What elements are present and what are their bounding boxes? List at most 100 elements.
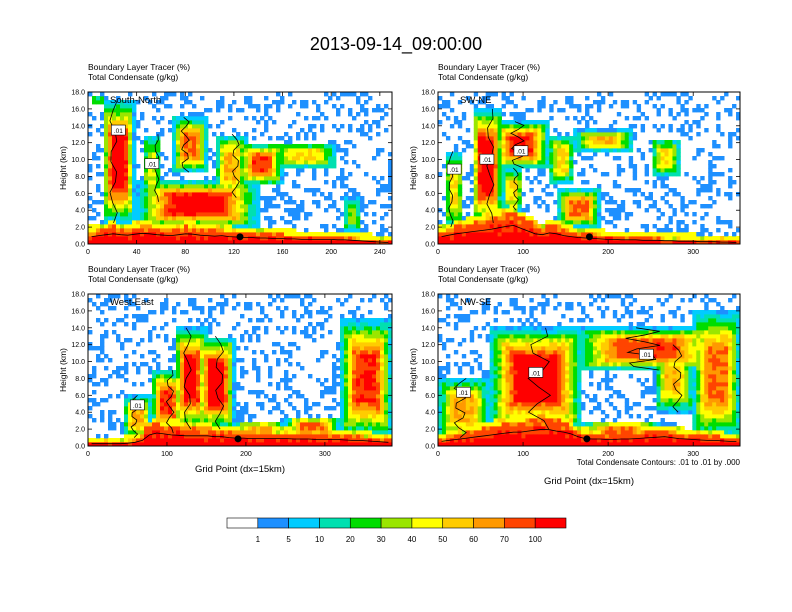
tracer-cell bbox=[240, 172, 245, 177]
tracer-cell bbox=[445, 152, 451, 157]
tracer-cell bbox=[200, 128, 205, 133]
x-tick-label: 0 bbox=[86, 249, 90, 256]
tracer-cell bbox=[232, 176, 237, 181]
tracer-cell bbox=[172, 128, 177, 133]
tracer-cell bbox=[244, 370, 249, 375]
tracer-cell bbox=[188, 334, 193, 339]
tracer-cell bbox=[565, 216, 570, 221]
tracer-cell bbox=[180, 180, 185, 185]
tracer-cell bbox=[164, 92, 169, 97]
tracer-cell bbox=[296, 418, 301, 423]
tracer-cell bbox=[240, 140, 245, 145]
tracer-cell bbox=[328, 434, 333, 439]
tracer-cell bbox=[88, 224, 93, 229]
tracer-cell bbox=[96, 354, 101, 359]
tracer-cell bbox=[465, 216, 471, 221]
tracer-cell bbox=[340, 240, 345, 245]
tracer-cell bbox=[704, 184, 709, 189]
tracer-cell bbox=[188, 342, 193, 347]
tracer-cell bbox=[92, 398, 97, 403]
tracer-cell bbox=[332, 442, 337, 447]
tracer-cell bbox=[348, 240, 353, 245]
tracer-cell bbox=[356, 228, 361, 233]
tracer-cell bbox=[168, 422, 173, 427]
tracer-cell bbox=[628, 232, 634, 237]
tracer-cell bbox=[561, 136, 566, 141]
tracer-cell bbox=[196, 350, 201, 355]
tracer-cell bbox=[168, 168, 173, 173]
tracer-cell bbox=[340, 434, 345, 439]
tracer-cell bbox=[340, 314, 345, 319]
tracer-cell bbox=[469, 196, 475, 201]
tracer-cell bbox=[553, 148, 558, 153]
tracer-cell bbox=[224, 224, 229, 229]
tracer-cell bbox=[736, 192, 741, 197]
tracer-cell bbox=[236, 136, 241, 141]
tracer-cell bbox=[192, 338, 197, 343]
tracer-cell bbox=[481, 128, 487, 133]
tracer-cell bbox=[656, 128, 661, 133]
tracer-cell bbox=[592, 120, 598, 125]
tracer-cell bbox=[120, 366, 125, 371]
tracer-cell bbox=[120, 152, 125, 157]
tracer-cell bbox=[140, 140, 145, 145]
tracer-cell bbox=[388, 160, 393, 165]
tracer-cell bbox=[624, 212, 630, 217]
tracer-cell bbox=[668, 160, 673, 165]
tracer-cell bbox=[449, 180, 455, 185]
tracer-cell bbox=[132, 132, 137, 137]
tracer-cell bbox=[441, 112, 447, 117]
tracer-cell bbox=[296, 410, 301, 415]
tracer-cell bbox=[132, 200, 137, 205]
tracer-cell bbox=[296, 430, 301, 435]
tracer-cell bbox=[549, 176, 554, 181]
tracer-cell bbox=[569, 156, 574, 161]
y-axis: 0.02.04.06.08.010.012.014.016.018.0 bbox=[71, 90, 392, 249]
tracer-cell bbox=[585, 132, 590, 137]
tracer-cell bbox=[441, 196, 447, 201]
tracer-cell bbox=[224, 394, 229, 399]
tracer-cell bbox=[276, 92, 281, 97]
tracer-cell bbox=[380, 108, 385, 113]
tracer-cell bbox=[592, 192, 598, 197]
tracer-cell bbox=[288, 402, 293, 407]
tracer-cell bbox=[280, 346, 285, 351]
tracer-cell bbox=[616, 216, 622, 221]
tracer-cell bbox=[252, 200, 257, 205]
tracer-cell bbox=[280, 438, 285, 443]
tracer-cell bbox=[152, 224, 157, 229]
tracer-cell bbox=[473, 132, 479, 137]
tracer-cell bbox=[176, 120, 181, 125]
tracer-cell bbox=[184, 196, 189, 201]
tracer-cell bbox=[132, 140, 137, 145]
tracer-cell bbox=[160, 426, 165, 431]
tracer-cell bbox=[308, 156, 313, 161]
tracer-cell bbox=[340, 378, 345, 383]
tracer-cell bbox=[356, 378, 361, 383]
tracer-cell bbox=[132, 438, 137, 443]
tracer-cell bbox=[244, 176, 249, 181]
tracer-cell bbox=[228, 378, 233, 383]
tracer-cell bbox=[672, 92, 677, 97]
tracer-cell bbox=[352, 350, 357, 355]
tracer-cell bbox=[332, 164, 337, 169]
tracer-cell bbox=[513, 112, 518, 117]
tracer-cell bbox=[477, 148, 483, 153]
tracer-cell bbox=[477, 228, 483, 233]
tracer-cell bbox=[453, 184, 459, 189]
tracer-cell bbox=[228, 362, 233, 367]
tracer-cell bbox=[220, 144, 225, 149]
tracer-cell bbox=[720, 156, 725, 161]
tracer-cell bbox=[140, 434, 145, 439]
tracer-cell bbox=[92, 370, 97, 375]
tracer-cell bbox=[192, 406, 197, 411]
tracer-cell bbox=[88, 298, 93, 303]
tracer-cell bbox=[501, 104, 506, 109]
tracer-cell bbox=[505, 148, 510, 153]
tracer-cell bbox=[324, 438, 329, 443]
tracer-cell bbox=[156, 172, 161, 177]
tracer-cell bbox=[164, 200, 169, 205]
tracer-cell bbox=[308, 152, 313, 157]
tracer-cell bbox=[92, 382, 97, 387]
tracer-cell bbox=[108, 358, 113, 363]
